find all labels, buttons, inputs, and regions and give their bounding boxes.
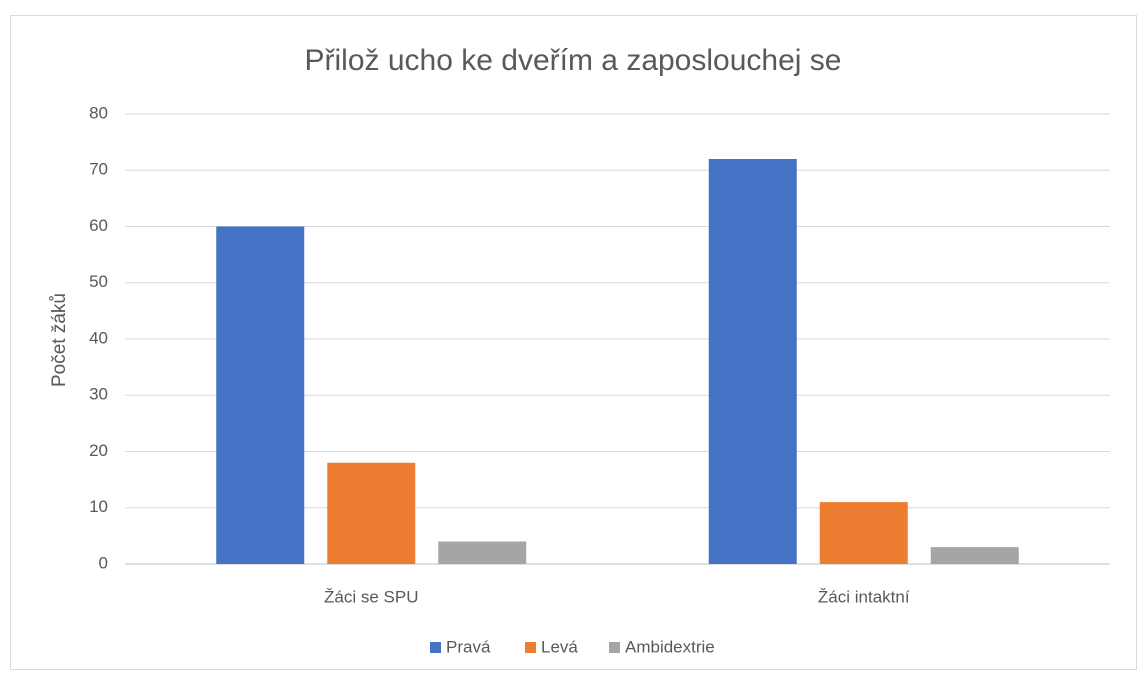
legend-swatch — [609, 642, 620, 653]
y-tick-label: 40 — [89, 328, 108, 347]
y-tick-label: 60 — [89, 216, 108, 235]
bar — [819, 502, 908, 564]
bar — [930, 547, 1019, 564]
legend-label: Ambidextrie — [625, 637, 715, 656]
y-tick-label: 0 — [99, 553, 108, 572]
y-tick-label: 20 — [89, 441, 108, 460]
x-tick-label: Žáci se SPU — [324, 587, 418, 606]
legend-label: Pravá — [446, 637, 491, 656]
bar — [708, 159, 797, 564]
y-tick-label: 50 — [89, 272, 108, 291]
bar — [327, 462, 416, 564]
y-tick-label: 30 — [89, 385, 108, 404]
legend-swatch — [430, 642, 441, 653]
y-tick-label: 70 — [89, 160, 108, 179]
y-axis-label: Počet žáků — [49, 293, 70, 387]
bar — [438, 541, 527, 564]
y-tick-label: 10 — [89, 497, 108, 516]
legend-label: Levá — [541, 637, 578, 656]
legend-swatch — [525, 642, 536, 653]
chart-title: Přilož ucho ke dveřím a zaposlouchej se — [305, 44, 842, 77]
y-tick-label: 80 — [89, 103, 108, 122]
x-tick-label: Žáci intaktní — [818, 587, 910, 606]
bar — [216, 226, 305, 564]
